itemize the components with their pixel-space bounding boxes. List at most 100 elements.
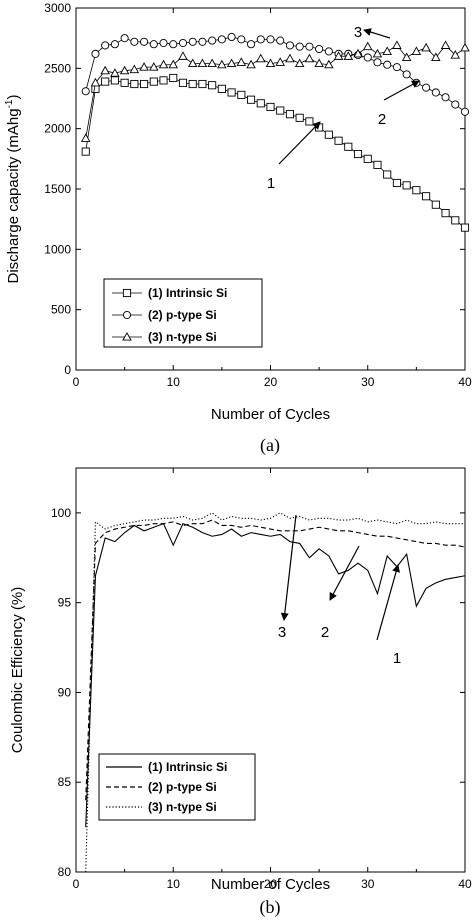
- panel-b-annotation-label-1: 1: [393, 650, 401, 667]
- panel-a-series-1-point: [110, 76, 119, 85]
- panel-a-series-2-point: [451, 100, 460, 109]
- panel-a-series-3-point: [139, 62, 149, 71]
- panel-a-annotations: 1 2 3: [267, 24, 420, 192]
- panel-a-series-3-point: [246, 59, 256, 69]
- panel-a-series-3-point: [168, 59, 179, 69]
- panel-a-series-3-point: [285, 53, 295, 63]
- panel-a-series-2-point: [285, 41, 295, 50]
- panel-a-annotation-arrow-2: [383, 80, 420, 101]
- panel-a-series-3-point: [450, 50, 461, 59]
- panel-b-series-2-line: [85, 519, 466, 801]
- panel-a-y-tick-label: 2000: [44, 122, 71, 136]
- panel-a-series-2-point: [256, 35, 265, 44]
- panel-a-series-2-point: [315, 44, 324, 54]
- panel-a-annotation-arrow-1: [278, 121, 321, 165]
- panel-a-series-1-point: [305, 117, 314, 126]
- panel-a-series-3-point: [353, 48, 363, 58]
- panel-a-series-1-point: [101, 77, 110, 86]
- panel-a-series-1-point: [422, 192, 431, 201]
- panel-b-y-axis-title: Coulombic Efficiency (%): [9, 587, 26, 753]
- panel-a-series-1-point: [451, 216, 460, 225]
- panel-a-series-1-point: [149, 77, 158, 86]
- panel-a-series-2-point: [246, 40, 256, 49]
- panel-a-series-1-point: [130, 79, 139, 89]
- panel-a-series-2-point: [140, 37, 149, 46]
- panel-a-y-axis-title-main: Discharge capacity (mAhg: [5, 108, 22, 283]
- panel-a-series-1-point: [324, 130, 333, 139]
- panel-a-series-1-line: [85, 77, 466, 228]
- panel-b-y-tick-label: 90: [58, 685, 72, 699]
- panel-a-series-3-point: [217, 59, 227, 69]
- panel-a-series-1-point: [276, 106, 285, 115]
- panel-b-x-tick-label: 0: [73, 877, 80, 891]
- panel-a-series-1-point: [441, 209, 450, 218]
- panel-a-legend-swatch-marker: [122, 288, 132, 298]
- panel-a-series-2-point: [324, 47, 333, 56]
- panel-a-annotation-label-1: 1: [267, 175, 275, 192]
- panel-a-series-3-point: [324, 59, 334, 69]
- panel-b-x-tick-label: 30: [361, 877, 375, 891]
- panel-b-annotation-arrow-2: [280, 514, 297, 621]
- panel-a-series-1-point: [178, 78, 188, 87]
- panel-a-series-1-point: [140, 79, 149, 89]
- panel-a-series-3-point: [236, 57, 247, 66]
- panel-a-series-1-point: [344, 142, 353, 151]
- panel-a-series-3-point: [80, 133, 91, 142]
- panel-a-series-3-point: [304, 53, 315, 63]
- panel-a-series-2-point: [402, 70, 411, 79]
- panel-b-series: [85, 512, 466, 873]
- panel-a-series-2-point: [120, 34, 129, 43]
- panel-a-series-3-point: [90, 77, 101, 87]
- panel-a-annotation-label-3: 3: [354, 24, 362, 41]
- panel-a-series-2-point: [295, 42, 304, 51]
- panel-a-series-3-point: [460, 42, 470, 52]
- panel-b-x-tick-label: 20: [264, 877, 278, 891]
- panel-a-series-3-point: [256, 53, 266, 63]
- panel-a-legend-label: (1) Intrinsic Si: [148, 286, 227, 300]
- panel-a-series-1-point: [208, 81, 217, 90]
- panel-b-ticks: 0 10 20 30 40 80 85 90 95 100: [51, 468, 472, 891]
- panel-a-series-1-point: [159, 76, 168, 85]
- panel-b-series-3-line: [85, 512, 465, 873]
- panel-a-series-1-point: [402, 181, 411, 190]
- panel-a-legend-swatch-marker: [122, 310, 132, 320]
- panel-b-label: (b): [260, 897, 281, 918]
- panel-a-series-3-point: [187, 58, 198, 68]
- panel-a-series-2-point: [227, 32, 236, 42]
- panel-a-legend-label: (3) n-type Si: [148, 330, 217, 344]
- panel-a-series-2-point: [110, 40, 119, 49]
- panel-b-x-axis-title: Number of Cycles: [211, 876, 330, 893]
- panel-a-series-3-point: [158, 59, 169, 69]
- panel-a-series-3-point: [411, 46, 422, 55]
- panel-a-x-tick-label: 20: [264, 375, 278, 389]
- panel-a-series-1-point: [198, 79, 207, 89]
- panel-a-series-2-point: [363, 53, 372, 62]
- panel-a-legend: (1) Intrinsic Si (2) p-type Si (3) n-type …: [103, 278, 263, 348]
- panel-a-series-1-point: [246, 95, 256, 104]
- panel-a-series-2-point: [305, 42, 314, 51]
- panel-a-y-tick-label: 1500: [44, 182, 71, 196]
- panel-a-series-1-point: [383, 170, 392, 179]
- panel-a-series-2-point: [169, 40, 178, 49]
- panel-b-y-tick-label: 85: [58, 775, 72, 789]
- panel-a-y-axis-title: Discharge capacity (mAhg-1): [4, 95, 22, 284]
- panel-a-series-3-point: [129, 64, 140, 74]
- panel-a-series-2-point: [431, 88, 440, 97]
- panel-b-legend-label: (3) n-type Si: [148, 800, 217, 814]
- panel-b-annotation-arrow-1: [329, 545, 360, 601]
- panel-a-label: (a): [260, 435, 280, 456]
- panel-a-series-3-line: [85, 44, 466, 139]
- panel-a-series-2-point: [91, 49, 100, 58]
- panel-a-series-3-point: [362, 41, 373, 51]
- panel-a-series-1-point: [334, 136, 343, 145]
- panel-a-series-2-point: [81, 87, 90, 96]
- panel-a-series-2-point: [266, 35, 275, 44]
- panel-a-y-tick-label: 1000: [44, 242, 71, 256]
- panel-b-legend-label: (2) p-type Si: [148, 780, 217, 794]
- panel-a-series-2-point: [392, 63, 401, 72]
- panel-a-series-1-point: [188, 79, 197, 89]
- panel-a-series-3-point: [294, 58, 305, 68]
- panel-b-legend-label: (1) Intrinsic Si: [148, 760, 227, 774]
- panel-a-series-3-point: [382, 46, 392, 55]
- panel-a-y-tick-label: 500: [51, 303, 71, 317]
